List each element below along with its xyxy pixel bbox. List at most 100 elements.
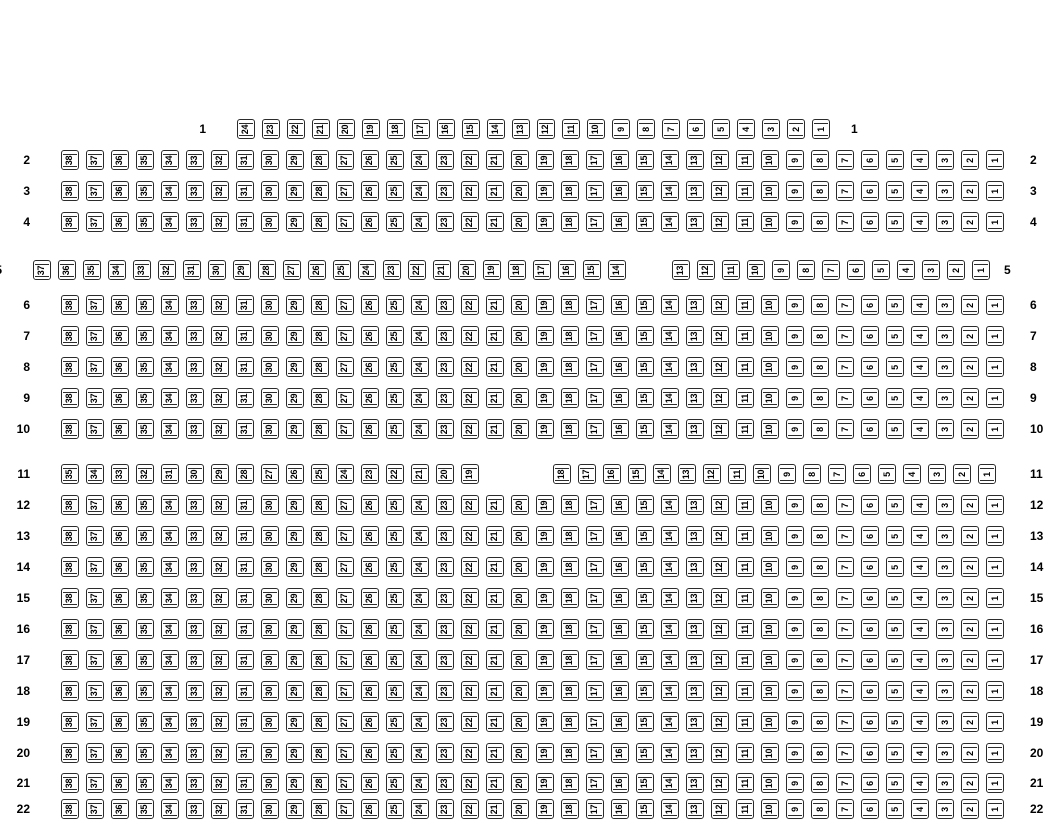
seat[interactable]: 12 (711, 295, 729, 315)
seat[interactable]: 28 (311, 212, 329, 232)
seat[interactable]: 16 (611, 650, 629, 670)
seat[interactable]: 37 (86, 212, 104, 232)
seat[interactable]: 18 (387, 119, 405, 139)
seat[interactable]: 17 (586, 773, 604, 793)
seat[interactable]: 20 (511, 773, 529, 793)
seat[interactable]: 9 (786, 773, 804, 793)
seat[interactable]: 28 (311, 650, 329, 670)
seat[interactable]: 14 (661, 773, 679, 793)
seat[interactable]: 21 (486, 743, 504, 763)
seat[interactable]: 13 (686, 212, 704, 232)
seat[interactable]: 37 (86, 650, 104, 670)
seat[interactable]: 27 (336, 150, 354, 170)
seat[interactable]: 8 (811, 212, 829, 232)
seat[interactable]: 38 (61, 650, 79, 670)
seat[interactable]: 34 (161, 743, 179, 763)
seat[interactable]: 9 (778, 464, 796, 484)
seat[interactable]: 3 (936, 495, 954, 515)
seat[interactable]: 16 (437, 119, 455, 139)
seat[interactable]: 22 (287, 119, 305, 139)
seat[interactable]: 23 (383, 260, 401, 280)
seat[interactable]: 13 (672, 260, 690, 280)
seat[interactable]: 1 (986, 650, 1004, 670)
seat[interactable]: 14 (661, 619, 679, 639)
seat[interactable]: 23 (361, 464, 379, 484)
seat[interactable]: 3 (936, 357, 954, 377)
seat[interactable]: 1 (986, 150, 1004, 170)
seat[interactable]: 12 (537, 119, 555, 139)
seat[interactable]: 32 (211, 773, 229, 793)
seat[interactable]: 31 (236, 799, 254, 819)
seat[interactable]: 5 (886, 743, 904, 763)
seat[interactable]: 36 (111, 799, 129, 819)
seat[interactable]: 34 (161, 357, 179, 377)
seat[interactable]: 5 (886, 212, 904, 232)
seat[interactable]: 38 (61, 773, 79, 793)
seat[interactable]: 31 (236, 619, 254, 639)
seat[interactable]: 22 (461, 681, 479, 701)
seat[interactable]: 17 (586, 150, 604, 170)
seat[interactable]: 33 (186, 712, 204, 732)
seat[interactable]: 28 (311, 388, 329, 408)
seat[interactable]: 28 (311, 295, 329, 315)
seat[interactable]: 3 (936, 419, 954, 439)
seat[interactable]: 4 (911, 712, 929, 732)
seat[interactable]: 6 (861, 743, 879, 763)
seat[interactable]: 30 (261, 150, 279, 170)
seat[interactable]: 36 (111, 357, 129, 377)
seat[interactable]: 34 (161, 419, 179, 439)
seat[interactable]: 33 (186, 357, 204, 377)
seat[interactable]: 18 (561, 495, 579, 515)
seat[interactable]: 35 (136, 357, 154, 377)
seat[interactable]: 32 (211, 150, 229, 170)
seat[interactable]: 2 (961, 419, 979, 439)
seat[interactable]: 14 (661, 681, 679, 701)
seat[interactable]: 33 (186, 619, 204, 639)
seat[interactable]: 22 (461, 526, 479, 546)
seat[interactable]: 18 (561, 773, 579, 793)
seat[interactable]: 21 (486, 326, 504, 346)
seat[interactable]: 7 (836, 712, 854, 732)
seat[interactable]: 18 (561, 357, 579, 377)
seat[interactable]: 3 (936, 295, 954, 315)
seat[interactable]: 16 (611, 419, 629, 439)
seat[interactable]: 11 (736, 526, 754, 546)
seat[interactable]: 13 (686, 419, 704, 439)
seat[interactable]: 28 (311, 712, 329, 732)
seat[interactable]: 10 (587, 119, 605, 139)
seat[interactable]: 26 (361, 588, 379, 608)
seat[interactable]: 9 (786, 357, 804, 377)
seat[interactable]: 21 (486, 388, 504, 408)
seat[interactable]: 17 (586, 712, 604, 732)
seat[interactable]: 14 (661, 557, 679, 577)
seat[interactable]: 16 (611, 212, 629, 232)
seat[interactable]: 31 (236, 773, 254, 793)
seat[interactable]: 28 (311, 588, 329, 608)
seat[interactable]: 29 (286, 650, 304, 670)
seat[interactable]: 20 (511, 588, 529, 608)
seat[interactable]: 38 (61, 799, 79, 819)
seat[interactable]: 10 (761, 588, 779, 608)
seat[interactable]: 5 (886, 526, 904, 546)
seat[interactable]: 25 (386, 357, 404, 377)
seat[interactable]: 2 (961, 773, 979, 793)
seat[interactable]: 24 (411, 681, 429, 701)
seat[interactable]: 3 (936, 799, 954, 819)
seat[interactable]: 19 (536, 181, 554, 201)
seat[interactable]: 15 (462, 119, 480, 139)
seat[interactable]: 24 (411, 773, 429, 793)
seat[interactable]: 28 (311, 799, 329, 819)
seat[interactable]: 22 (386, 464, 404, 484)
seat[interactable]: 8 (637, 119, 655, 139)
seat[interactable]: 4 (911, 799, 929, 819)
seat[interactable]: 7 (836, 326, 854, 346)
seat[interactable]: 7 (836, 557, 854, 577)
seat[interactable]: 19 (483, 260, 501, 280)
seat[interactable]: 15 (636, 212, 654, 232)
seat[interactable]: 13 (686, 588, 704, 608)
seat[interactable]: 32 (211, 295, 229, 315)
seat[interactable]: 19 (536, 419, 554, 439)
seat[interactable]: 32 (211, 419, 229, 439)
seat[interactable]: 24 (411, 526, 429, 546)
seat[interactable]: 36 (111, 388, 129, 408)
